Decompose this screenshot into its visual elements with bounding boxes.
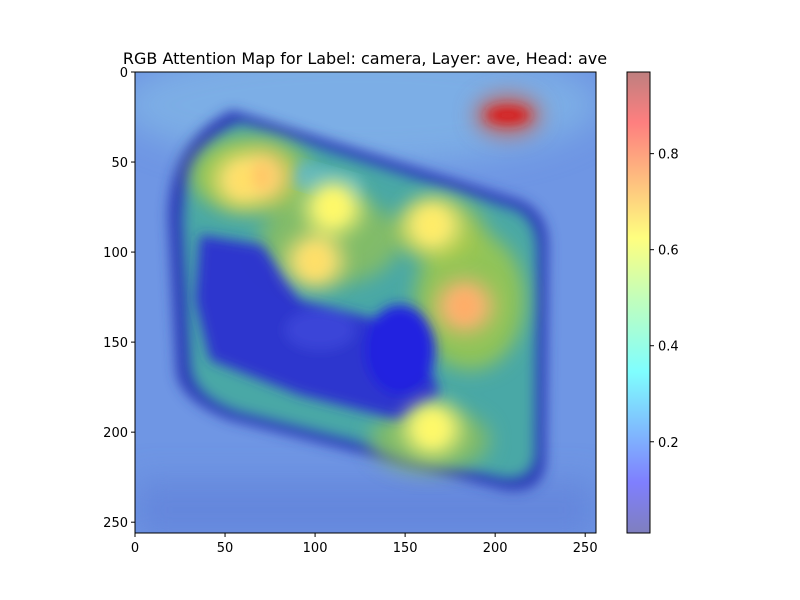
colorbar-frame bbox=[626, 71, 651, 534]
plot-frame bbox=[134, 71, 597, 534]
attention-hotspot-core bbox=[323, 193, 344, 222]
chart-title: RGB Attention Map for Label: camera, Lay… bbox=[123, 49, 607, 68]
colorbar-tick-label: 0.2 bbox=[658, 436, 679, 451]
y-tick-label: 50 bbox=[111, 156, 128, 171]
y-tick-label: 0 bbox=[120, 66, 128, 81]
attention-hotspot-core bbox=[233, 166, 254, 195]
y-tick-label: 150 bbox=[103, 336, 128, 351]
y-tick-label: 100 bbox=[103, 246, 128, 261]
x-tick-label: 100 bbox=[303, 541, 328, 556]
x-tick-label: 200 bbox=[483, 541, 508, 556]
x-tick-label: 250 bbox=[573, 541, 598, 556]
x-tick-label: 0 bbox=[131, 541, 139, 556]
y-tick-label: 200 bbox=[103, 426, 128, 441]
x-tick-label: 150 bbox=[393, 541, 418, 556]
y-tick-label: 250 bbox=[103, 516, 128, 531]
heatmap-image bbox=[135, 72, 596, 533]
colorbar-tick-label: 0.4 bbox=[658, 340, 679, 355]
x-tick-label: 50 bbox=[217, 541, 234, 556]
attention-hotspot-core bbox=[454, 292, 475, 321]
attention-hotspot-core bbox=[305, 247, 326, 276]
attention-hotspot-core bbox=[422, 211, 443, 240]
attention-hotspot-core bbox=[422, 414, 443, 443]
colorbar bbox=[627, 72, 650, 533]
attention-peak bbox=[485, 106, 530, 125]
colorbar-tick-label: 0.8 bbox=[658, 148, 679, 163]
colorbar-tick-label: 0.6 bbox=[658, 244, 679, 259]
attention-hotspot-core bbox=[251, 162, 272, 191]
